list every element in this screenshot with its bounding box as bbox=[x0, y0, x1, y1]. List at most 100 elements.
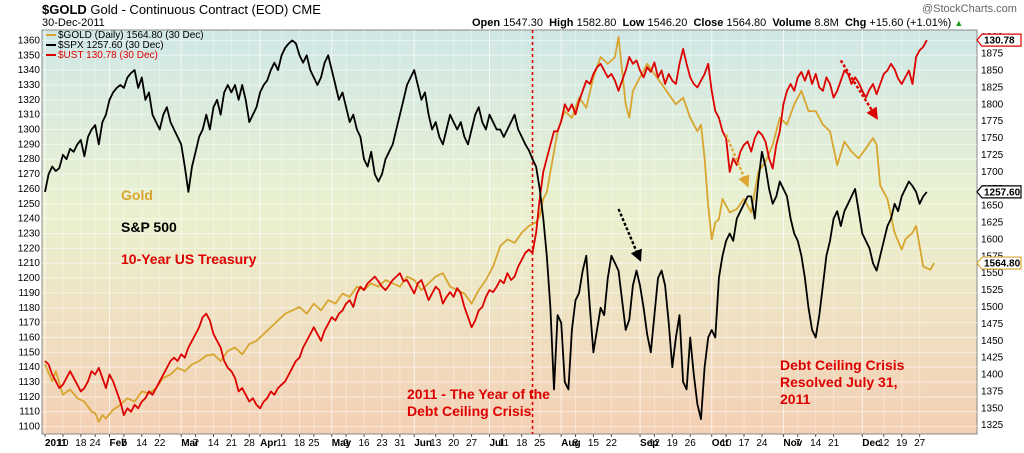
trend-arrows bbox=[617, 59, 878, 262]
left-tick-label: 1190 bbox=[18, 288, 40, 299]
series-line bbox=[44, 35, 935, 423]
x-tick-label: 27 bbox=[466, 438, 478, 449]
left-tick-label: 1320 bbox=[18, 95, 41, 106]
x-tick-label: 13 bbox=[430, 438, 442, 449]
series-text-labels: Gold S&P 500 10-Year US Treasury bbox=[121, 187, 257, 267]
series-line bbox=[44, 39, 928, 416]
x-tick-label: 9 bbox=[343, 438, 349, 449]
x-tick-label: Sep bbox=[640, 438, 658, 449]
right-tick-label: 1850 bbox=[981, 66, 1004, 77]
x-tick-label: 11 bbox=[276, 438, 287, 449]
right-tick-label: 1825 bbox=[981, 82, 1004, 93]
right-tick-label: 1875 bbox=[981, 49, 1004, 60]
left-tick-label: 1260 bbox=[18, 184, 41, 195]
right-tick-label: 1400 bbox=[981, 370, 1004, 381]
x-tick-label: 11 bbox=[499, 438, 510, 449]
chg-up-arrow-icon: ▲ bbox=[954, 18, 964, 28]
right-tick-label: 1700 bbox=[981, 167, 1004, 178]
left-tick-label: 1130 bbox=[18, 377, 40, 388]
right-axis: 1325 1350 1375 1400 1425 1450 1475 1500 1525 1550… bbox=[981, 32, 1004, 431]
x-tick-label: 14 bbox=[136, 438, 148, 449]
instrument-name: Gold - Continuous Contract (EOD) bbox=[90, 2, 289, 17]
right-tick-label: 1450 bbox=[981, 336, 1004, 347]
left-tick-label: 1310 bbox=[18, 110, 41, 121]
close-value: 1564.80 bbox=[726, 17, 767, 29]
last-value-label: 1564.80 bbox=[984, 259, 1021, 270]
last-value-label: 130.78 bbox=[984, 36, 1015, 47]
x-tick-label: 24 bbox=[756, 438, 768, 449]
exchange: CME bbox=[292, 2, 321, 17]
left-tick-label: 1220 bbox=[18, 243, 41, 254]
x-tick-label: Oct bbox=[712, 438, 729, 449]
x-tick-label: 21 bbox=[226, 438, 238, 449]
left-tick-label: 1150 bbox=[18, 347, 40, 358]
x-tick-label: 17 bbox=[738, 438, 750, 449]
left-tick-label: 1110 bbox=[19, 407, 40, 418]
series-line bbox=[44, 39, 928, 420]
right-tick-label: 1725 bbox=[981, 150, 1004, 161]
x-tick-label: 15 bbox=[588, 438, 600, 449]
x-tick-label: 2011 bbox=[45, 438, 67, 449]
x-tick-label: 19 bbox=[667, 438, 679, 449]
left-tick-label: 1100 bbox=[18, 422, 40, 433]
low-label: Low bbox=[622, 17, 645, 29]
x-tick-label: 16 bbox=[358, 438, 370, 449]
trend-arrow bbox=[839, 59, 878, 120]
x-tick-label: 18 bbox=[75, 438, 87, 449]
chart-date: 30-Dec-2011 bbox=[42, 17, 105, 29]
x-tick-label: 25 bbox=[308, 438, 320, 449]
last-value-tag bbox=[976, 256, 1022, 270]
x-tick-label: Dec bbox=[862, 438, 881, 449]
right-tick-label: 1475 bbox=[981, 319, 1004, 330]
x-tick-label: Nov bbox=[783, 438, 802, 449]
x-tick-label: May bbox=[332, 438, 352, 449]
x-tick-label: Feb bbox=[110, 438, 128, 449]
x-tick-label: 31 bbox=[394, 438, 406, 449]
left-tick-label: 1140 bbox=[18, 362, 40, 373]
x-tick-label: 28 bbox=[244, 438, 256, 449]
left-tick-label: 1280 bbox=[18, 154, 41, 165]
series-text-label: S&P 500 bbox=[121, 219, 177, 235]
x-tick-label: 8 bbox=[573, 438, 579, 449]
x-tick-label: 10 bbox=[57, 438, 69, 449]
ohlc-bar: Open 1547.30 High 1582.80 Low 1546.20 Cl… bbox=[472, 17, 963, 29]
left-tick-label: 1350 bbox=[18, 50, 41, 61]
trend-arrow bbox=[724, 134, 750, 188]
symbol: $GOLD bbox=[42, 2, 87, 17]
right-tick-label: 1350 bbox=[981, 403, 1004, 414]
x-tick-label: 7 bbox=[795, 438, 801, 449]
low-value: 1546.20 bbox=[647, 17, 688, 29]
x-tick-label: 18 bbox=[294, 438, 306, 449]
open-label: Open bbox=[472, 17, 501, 29]
x-tick-label: 24 bbox=[90, 438, 102, 449]
annotation-line: Debt Ceiling Crisis bbox=[780, 357, 905, 373]
trend-arrow bbox=[617, 208, 642, 262]
x-tick-label: 10 bbox=[721, 438, 733, 449]
x-tick-label: Mar bbox=[181, 438, 199, 449]
x-tick-label: 19 bbox=[896, 438, 908, 449]
x-tick-label: 26 bbox=[685, 438, 697, 449]
left-tick-label: 1290 bbox=[18, 139, 41, 150]
left-tick-label: 1210 bbox=[18, 258, 41, 269]
left-tick-label: 1170 bbox=[18, 318, 40, 329]
annotation-line: Debt Ceiling Crisis bbox=[407, 403, 532, 419]
x-tick-label: Apr bbox=[260, 438, 277, 449]
left-tick-label: 1250 bbox=[18, 199, 41, 210]
annotation-line: Resolved July 31, bbox=[780, 374, 898, 390]
legend: $GOLD (Daily) 1564.80 (30 Dec)$SPX 1257.… bbox=[46, 30, 204, 61]
legend-entry: $SPX 1257.60 (30 Dec) bbox=[58, 40, 164, 51]
right-tick-label: 1800 bbox=[981, 99, 1004, 110]
x-tick-label: 22 bbox=[606, 438, 618, 449]
left-tick-label: 1270 bbox=[18, 169, 41, 180]
left-tick-label: 1120 bbox=[18, 392, 40, 403]
left-axis: 1100 1110 1120 1130 1140 1150 1160 1170 1180 1190… bbox=[18, 35, 41, 432]
x-tick-label: 21 bbox=[828, 438, 840, 449]
x-tick-label: Jul bbox=[489, 438, 504, 449]
x-tick-label: 22 bbox=[154, 438, 166, 449]
series-lines bbox=[44, 35, 935, 423]
right-tick-label: 1500 bbox=[981, 302, 1004, 313]
open-value: 1547.30 bbox=[503, 17, 543, 29]
annotation-line: 2011 - The Year of the bbox=[407, 386, 550, 402]
left-tick-label: 1230 bbox=[18, 228, 41, 239]
last-value-label: 1257.60 bbox=[984, 187, 1021, 198]
